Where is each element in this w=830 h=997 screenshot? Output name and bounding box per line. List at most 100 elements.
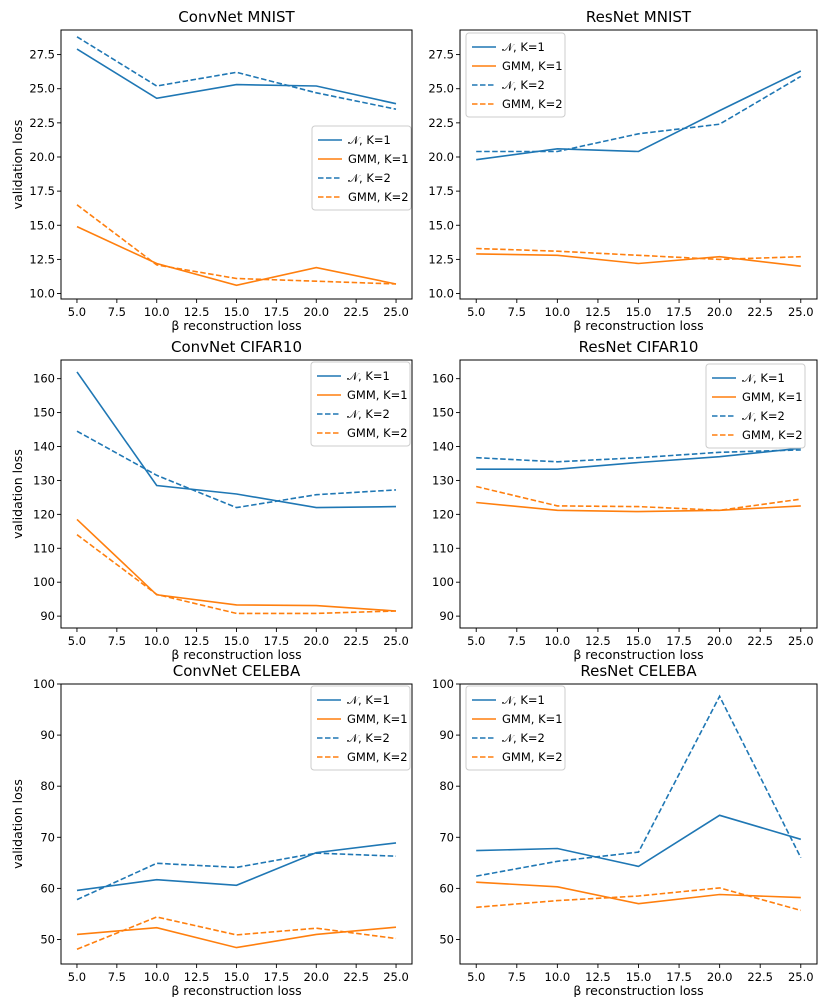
y-tick-label: 90 <box>439 609 454 623</box>
series-line-n-k2 <box>476 449 801 463</box>
x-tick-label: 10.0 <box>545 970 571 984</box>
x-tick-label: 15.0 <box>626 305 652 319</box>
y-tick-label: 22.5 <box>29 116 55 130</box>
series-line-n-k2 <box>76 430 397 509</box>
legend-label: GMM, K=1 <box>502 712 563 726</box>
x-tick-label: 12.5 <box>184 970 210 984</box>
x-tick-label: 12.5 <box>585 305 611 319</box>
x-tick-label: 22.5 <box>747 970 773 984</box>
y-tick-label: 22.5 <box>428 116 454 130</box>
axes-frame <box>459 359 818 629</box>
x-tick-label: 17.5 <box>666 634 692 648</box>
x-tick-label: 7.5 <box>508 970 526 984</box>
x-tick-label: 22.5 <box>747 634 773 648</box>
x-tick-label: 12.5 <box>184 305 210 319</box>
x-tick-label: 17.5 <box>264 634 290 648</box>
chart-panel-6: ResNet CELEBA 5.0 7.5 10.0 12.5 15.0 17.5 20.0 2… <box>432 662 818 997</box>
series-line-n-k2 <box>476 694 802 877</box>
chart-panel-2: ResNet MNIST 5.0 7.5 10.0 12.5 15.0 17.5 20.0 22… <box>428 8 818 333</box>
series-line-gmm-k2 <box>76 204 397 285</box>
series-line-gmm-k1 <box>476 501 801 513</box>
legend-label: GMM, K=1 <box>742 390 803 404</box>
axes-frame <box>60 359 413 629</box>
y-axis-label: validation loss <box>10 120 25 210</box>
legend-box <box>310 685 411 771</box>
series-line-n-k2 <box>76 36 397 110</box>
x-tick-label: 20.0 <box>707 970 733 984</box>
legend-label: GMM, K=2 <box>502 97 563 111</box>
chart-panel-4: ResNet CIFAR10 5.0 7.5 10.0 12.5 15.0 17.5 20.0… <box>432 338 818 662</box>
x-tick-label: 12.5 <box>585 634 611 648</box>
x-tick-label: 15.0 <box>224 634 250 648</box>
legend-label: GMM, K=1 <box>348 152 409 166</box>
y-tick-label: 20.0 <box>428 150 454 164</box>
x-tick-label: 5.0 <box>467 634 485 648</box>
series-line-n-k1 <box>76 371 397 509</box>
x-axis-label: β reconstruction loss <box>171 318 301 333</box>
x-tick-label: 10.0 <box>545 305 571 319</box>
legend-label: 𝒩, K=1 <box>502 693 545 707</box>
legend: 𝒩, K=1 GMM, K=1 𝒩, K=2 GMM, K=2 <box>465 32 566 118</box>
chart-panel-1: ConvNet MNIST 5.0 7.5 10.0 12.5 15.0 17.5 20.0 2… <box>10 8 413 333</box>
series-line-gmm-k1 <box>76 225 397 287</box>
x-axis-label: β reconstruction loss <box>573 983 703 997</box>
x-tick-label: 7.5 <box>508 634 526 648</box>
y-tick-label: 27.5 <box>29 48 55 62</box>
y-tick-label: 110 <box>33 541 55 555</box>
axes-frame <box>459 29 818 300</box>
y-tick-label: 15.0 <box>29 218 55 232</box>
x-tick-label: 5.0 <box>467 305 485 319</box>
legend-label: 𝒩, K=2 <box>347 731 390 745</box>
series-line-n-k1 <box>476 70 802 161</box>
y-tick-label: 100 <box>33 677 55 691</box>
legend-box <box>465 685 566 771</box>
x-tick-label: 25.0 <box>383 634 409 648</box>
axes-frame <box>459 683 818 965</box>
x-axis-label: β reconstruction loss <box>573 318 703 333</box>
legend-label: 𝒩, K=2 <box>502 78 545 92</box>
x-tick-label: 22.5 <box>747 305 773 319</box>
y-tick-label: 150 <box>33 406 55 420</box>
legend-label: 𝒩, K=2 <box>347 407 390 421</box>
y-tick-label: 100 <box>432 677 454 691</box>
x-tick-label: 5.0 <box>68 634 86 648</box>
x-tick-label: 22.5 <box>343 634 369 648</box>
legend-box <box>311 125 412 211</box>
y-axis-label: validation loss <box>10 779 25 869</box>
y-tick-label: 80 <box>40 779 55 793</box>
y-tick-label: 12.5 <box>29 252 55 266</box>
series-line-gmm-k2 <box>476 485 801 512</box>
x-tick-label: 22.5 <box>343 970 369 984</box>
legend-label: 𝒩, K=2 <box>742 409 785 423</box>
x-tick-label: 25.0 <box>788 305 814 319</box>
legend: 𝒩, K=1 GMM, K=1 𝒩, K=2 GMM, K=2 <box>705 363 806 449</box>
y-tick-label: 17.5 <box>428 184 454 198</box>
x-tick-label: 17.5 <box>264 305 290 319</box>
legend-label: GMM, K=2 <box>348 190 409 204</box>
y-tick-label: 120 <box>33 507 55 521</box>
x-tick-label: 15.0 <box>626 634 652 648</box>
series-line-gmm-k1 <box>76 518 397 612</box>
x-axis-label: β reconstruction loss <box>573 647 703 662</box>
legend-label: 𝒩, K=1 <box>502 40 545 54</box>
x-tick-label: 15.0 <box>224 970 250 984</box>
x-tick-label: 5.0 <box>68 970 86 984</box>
x-tick-label: 22.5 <box>343 305 369 319</box>
chart-title: ResNet MNIST <box>586 8 692 26</box>
chart-title: ConvNet CIFAR10 <box>171 338 302 356</box>
y-tick-label: 160 <box>432 372 454 386</box>
x-tick-label: 25.0 <box>383 970 409 984</box>
x-tick-label: 10.0 <box>144 970 170 984</box>
y-tick-label: 20.0 <box>29 150 55 164</box>
chart-title: ConvNet MNIST <box>178 8 295 26</box>
y-tick-label: 130 <box>432 473 454 487</box>
x-tick-label: 20.0 <box>707 305 733 319</box>
y-tick-label: 120 <box>432 507 454 521</box>
y-tick-label: 25.0 <box>29 82 55 96</box>
x-tick-label: 7.5 <box>108 305 126 319</box>
chart-title: ResNet CIFAR10 <box>579 338 699 356</box>
y-tick-label: 90 <box>40 609 55 623</box>
x-tick-label: 7.5 <box>108 634 126 648</box>
y-axis-label: validation loss <box>10 449 25 539</box>
